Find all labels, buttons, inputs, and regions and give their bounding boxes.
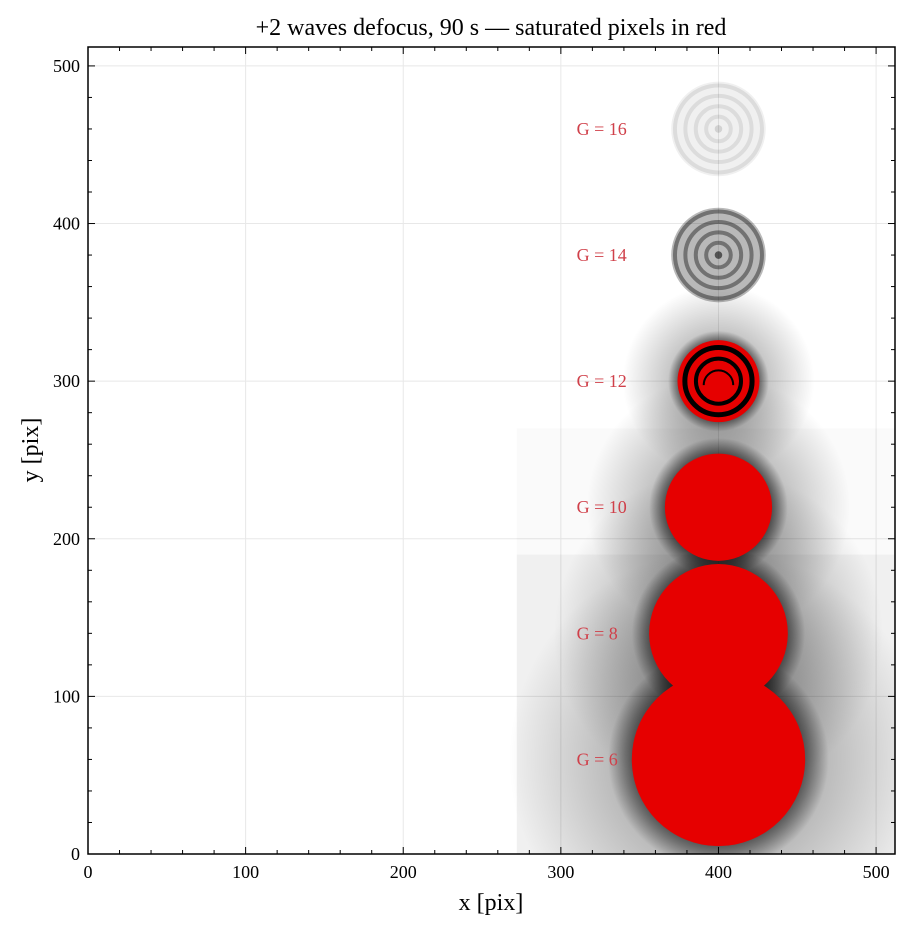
star-label: G = 8 [577, 623, 618, 643]
y-axis-label: y [pix] [18, 418, 44, 483]
psf-ring [683, 219, 754, 291]
y-tick-label: 300 [53, 371, 80, 391]
saturated-disk [664, 453, 773, 561]
saturated-disk [649, 563, 788, 703]
psf-core [714, 125, 723, 133]
psf-ring [693, 104, 744, 154]
y-tick-label: 400 [53, 214, 80, 234]
star-label: G = 12 [577, 371, 627, 391]
psf-disk [671, 81, 766, 177]
x-tick-label: 400 [705, 862, 732, 882]
psf-ring [672, 209, 764, 301]
psf-ring [693, 230, 744, 280]
star-psf [671, 207, 766, 303]
saturation-ring [682, 345, 755, 418]
saturation-arc [702, 369, 735, 386]
x-tick-label: 200 [390, 862, 417, 882]
psf-ring [672, 83, 764, 175]
x-axis-label: x [pix] [459, 890, 524, 916]
y-tick-label: 200 [53, 529, 80, 549]
star-label: G = 16 [577, 119, 627, 139]
x-tick-label: 100 [232, 862, 259, 882]
star-labels: G = 6 G = 8 G = 10 G = 12 G = 14 G = 16 [577, 119, 627, 769]
star-label: G = 10 [577, 497, 627, 517]
x-tick-label: 0 [84, 862, 93, 882]
saturated-disk [631, 672, 806, 847]
y-tick-label: 0 [71, 844, 80, 864]
psf-core [714, 251, 723, 259]
y-tick-label: 100 [53, 686, 80, 706]
saturation-ring [693, 356, 744, 406]
x-tick-label: 500 [863, 862, 890, 882]
saturated-regions [631, 340, 806, 847]
star-label: G = 6 [577, 749, 618, 769]
axis-ticks: 0 100 200 300 400 500 0 100 200 300 400 500 [53, 47, 895, 882]
x-tick-label: 300 [547, 862, 574, 882]
chart-title: +2 waves defocus, 90 s — saturated pixel… [256, 15, 727, 41]
star-label: G = 14 [577, 245, 627, 265]
psf-ring [704, 114, 733, 144]
grid-lines [88, 47, 895, 854]
star-psf [671, 81, 766, 177]
psf-ring [683, 93, 754, 165]
saturated-disk [677, 340, 760, 423]
psf-ring [704, 240, 733, 270]
plot-frame [87, 46, 896, 855]
y-tick-label: 500 [53, 56, 80, 76]
plot-area: G = 6 G = 8 G = 10 G = 12 G = 14 G = 16 [88, 47, 895, 854]
